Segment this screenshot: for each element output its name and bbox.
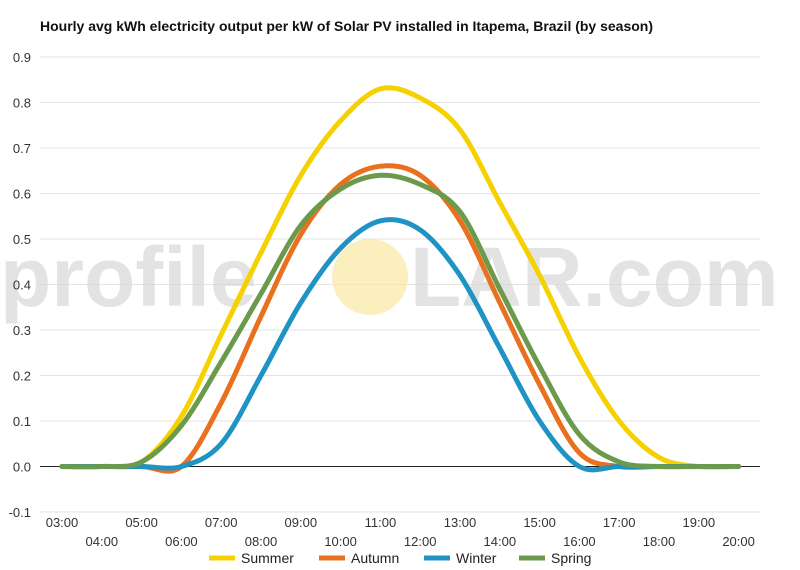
y-tick-label: 0.6 (13, 187, 31, 202)
watermark-text-right: LAR.com (410, 230, 779, 324)
watermark: profile LAR.com (0, 230, 779, 324)
legend-label-summer: Summer (241, 550, 294, 566)
grid-lines (40, 56, 760, 513)
x-tick-label: 07:00 (205, 515, 238, 530)
watermark-text-left: profile (0, 230, 257, 324)
y-tick-label: 0.2 (13, 369, 31, 384)
series-lines (59, 85, 742, 474)
series-line-summer (59, 85, 742, 470)
legend-label-spring: Spring (551, 550, 591, 566)
x-tick-label: 17:00 (603, 515, 636, 530)
y-tick-label: 0.5 (13, 232, 31, 247)
x-tick-label: 15:00 (523, 515, 556, 530)
watermark-sun-icon (332, 239, 408, 315)
y-tick-label: 0.3 (13, 323, 31, 338)
legend: Summer Autumn Winter Spring (209, 550, 591, 566)
x-tick-label: 19:00 (683, 515, 716, 530)
series-line-spring (59, 172, 742, 470)
x-tick-label: 16:00 (563, 534, 596, 549)
y-tick-label: 0.8 (13, 96, 31, 111)
x-tick-label: 11:00 (365, 515, 397, 530)
y-tick-label: 0.1 (13, 414, 31, 429)
x-tick-label: 20:00 (722, 534, 755, 549)
x-tick-label: 04:00 (86, 534, 119, 549)
x-tick-label: 09:00 (285, 515, 318, 530)
y-tick-label: 0.0 (13, 460, 31, 475)
x-tick-label: 05:00 (125, 515, 158, 530)
legend-label-winter: Winter (456, 550, 497, 566)
y-axis-ticks: -0.1 0.0 0.1 0.2 0.3 0.4 0.5 0.6 0.7 0.8 0.9 (9, 50, 31, 520)
legend-label-autumn: Autumn (351, 550, 399, 566)
y-tick-label: 0.9 (13, 50, 31, 65)
x-tick-label: 12:00 (404, 534, 437, 549)
x-axis-ticks: 03:00 04:00 05:00 06:00 07:00 08:00 09:00 10:00… (46, 515, 755, 549)
chart-title: Hourly avg kWh electricity output per kW… (40, 18, 654, 34)
x-tick-label: 14:00 (484, 534, 517, 549)
x-tick-label: 03:00 (46, 515, 79, 530)
y-tick-label: 0.4 (13, 278, 31, 293)
x-tick-label: 08:00 (245, 534, 278, 549)
y-tick-label: 0.7 (13, 141, 31, 156)
x-tick-label: 18:00 (643, 534, 676, 549)
series-line-winter (59, 217, 742, 473)
x-tick-label: 13:00 (444, 515, 477, 530)
x-tick-label: 10:00 (324, 534, 357, 549)
y-tick-label: -0.1 (9, 505, 31, 520)
x-tick-label: 06:00 (165, 534, 198, 549)
